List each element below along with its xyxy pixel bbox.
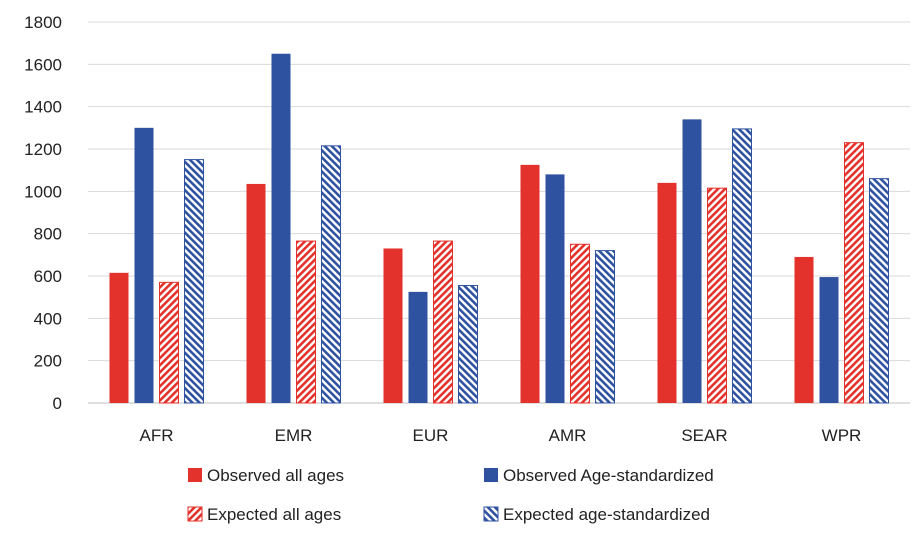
x-tick-label: SEAR: [681, 426, 727, 445]
bar-eur-4: [458, 285, 478, 404]
x-tick-label: EMR: [275, 426, 313, 445]
y-axis-ticks: 0 200 400 600 800 1000 1200 1400 1600 1800: [24, 13, 62, 413]
x-axis-labels: AFR EMR EUR AMR SEAR WPR: [140, 426, 862, 445]
legend-swatch: [188, 468, 202, 482]
gridlines: [88, 21, 910, 404]
bar-afr-3: [159, 281, 179, 404]
bar-wpr-3: [844, 142, 864, 404]
bar-eur-1: [383, 248, 403, 403]
legend-swatch: [484, 468, 498, 482]
bar-amr-1: [520, 164, 540, 403]
legend-label: Expected all ages: [207, 505, 341, 524]
bar-sear-2: [682, 119, 702, 403]
legend-label: Observed Age-standardized: [503, 466, 714, 485]
y-tick-label: 0: [53, 394, 62, 413]
y-tick-label: 1200: [24, 140, 62, 159]
bar-amr-2: [545, 174, 565, 403]
y-tick-label: 1800: [24, 13, 62, 32]
bar-afr-2: [134, 127, 154, 403]
bar-emr-2: [271, 53, 291, 403]
legend-swatch: [483, 506, 499, 522]
bar-amr-4: [595, 250, 615, 404]
bar-emr-4: [321, 145, 341, 404]
bar-amr-3: [570, 243, 590, 404]
y-tick-label: 1600: [24, 55, 62, 74]
bar-sear-4: [732, 128, 752, 404]
legend: Observed all ages Observed Age-standardiz…: [187, 466, 714, 524]
bar-afr-4: [184, 159, 204, 404]
bar-emr-3: [296, 240, 316, 404]
x-tick-label: AFR: [140, 426, 174, 445]
x-tick-label: EUR: [413, 426, 449, 445]
bar-emr-1: [246, 183, 266, 403]
y-tick-label: 800: [34, 225, 62, 244]
bars: [109, 53, 889, 404]
bar-wpr-4: [869, 178, 889, 404]
x-tick-label: AMR: [549, 426, 587, 445]
bar-afr-1: [109, 272, 129, 403]
legend-swatch: [187, 506, 203, 522]
y-tick-label: 200: [34, 352, 62, 371]
bar-eur-2: [408, 291, 428, 403]
bar-sear-1: [657, 182, 677, 403]
bar-eur-3: [433, 240, 453, 404]
y-tick-label: 600: [34, 267, 62, 286]
legend-label: Expected age-standardized: [503, 505, 710, 524]
y-tick-label: 1400: [24, 98, 62, 117]
x-tick-label: WPR: [822, 426, 862, 445]
bar-sear-3: [707, 187, 727, 404]
bar-wpr-2: [819, 277, 839, 403]
y-tick-label: 1000: [24, 182, 62, 201]
legend-label: Observed all ages: [207, 466, 344, 485]
bar-wpr-1: [794, 256, 814, 403]
y-tick-label: 400: [34, 309, 62, 328]
